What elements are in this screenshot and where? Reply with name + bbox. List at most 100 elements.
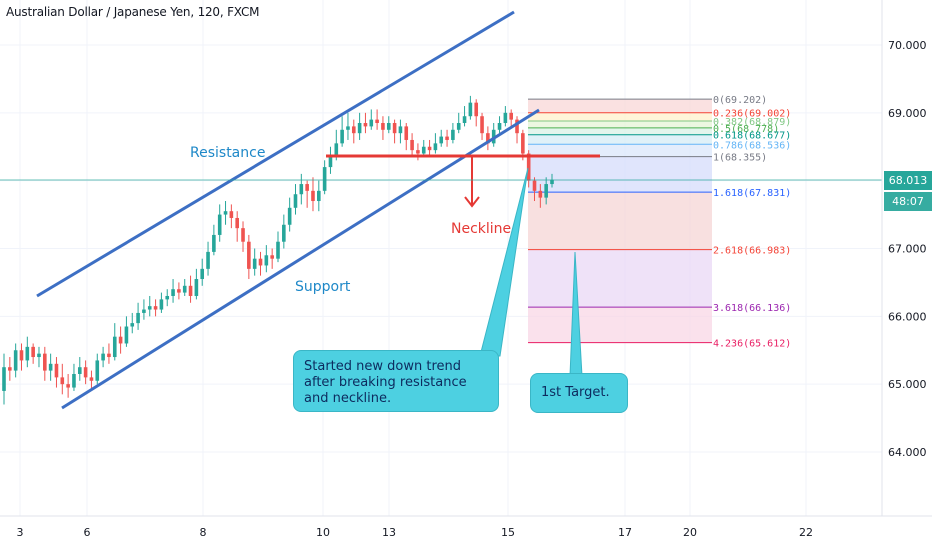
candle-body <box>474 102 479 117</box>
candle-body <box>503 112 508 124</box>
candle-body <box>445 136 449 140</box>
candle-body <box>363 123 368 127</box>
candle-body <box>19 350 24 361</box>
time-tick-label: 22 <box>799 526 813 539</box>
candle-body <box>264 255 269 266</box>
candle-body <box>72 373 76 388</box>
fib-zone <box>528 249 712 308</box>
candle-body <box>206 251 210 269</box>
candle-body <box>486 133 490 144</box>
candle-body <box>532 180 537 191</box>
candle-body <box>351 126 356 134</box>
time-tick-label: 13 <box>382 526 396 539</box>
candle-body <box>317 190 321 202</box>
resistance-channel-line[interactable] <box>36 10 515 298</box>
fib-zone <box>528 99 712 113</box>
fib-zone <box>528 192 712 250</box>
candle-body <box>509 112 513 120</box>
fib-level-label: 0(69.202) <box>713 95 767 106</box>
candle-body <box>544 184 548 198</box>
time-axis[interactable]: 3 6 8 10 13 15 17 20 22 <box>17 526 814 539</box>
candle-body <box>212 234 216 252</box>
candle-body <box>252 258 257 269</box>
fib-zone <box>528 121 712 128</box>
candle-body <box>398 126 403 134</box>
candle-body <box>439 136 444 144</box>
candle-body <box>177 289 181 293</box>
candle-body <box>112 336 117 358</box>
candle-body <box>142 309 146 313</box>
candle-body <box>282 224 286 242</box>
candle-body <box>25 346 30 361</box>
price-tick-label: 67.000 <box>888 243 927 256</box>
candle-body <box>8 367 12 371</box>
candle-body <box>346 126 350 130</box>
price-axis[interactable]: 70.00069.00068.00067.00066.00065.00064.0… <box>888 39 927 459</box>
candle-body <box>77 367 82 374</box>
candle-body <box>101 353 105 361</box>
candle-body <box>217 214 222 235</box>
fib-level-label: 0.618(68.677) <box>713 131 791 142</box>
resistance-label: Resistance <box>190 145 266 161</box>
candle-body <box>200 268 205 280</box>
support-channel-line[interactable] <box>61 108 540 410</box>
candle-body <box>550 179 554 185</box>
fib-level-label: 4.236(65.612) <box>713 339 791 350</box>
fib-level-label: 1.618(67.831) <box>713 188 791 199</box>
candle-body <box>392 123 397 134</box>
candle-body <box>328 156 333 168</box>
price-tick-label: 69.000 <box>888 107 927 120</box>
candle-body <box>83 367 88 378</box>
callout-target[interactable]: 1st Target. <box>530 373 628 413</box>
candle-body <box>247 241 251 269</box>
price-tick-label: 70.000 <box>888 39 927 52</box>
candle-body <box>223 211 228 215</box>
candle-body <box>66 384 70 388</box>
candle-body <box>305 184 309 191</box>
candle-body <box>171 289 175 296</box>
candle-body <box>241 228 245 242</box>
candle-body <box>322 167 327 191</box>
candle-body <box>456 123 461 130</box>
candle-body <box>107 353 111 358</box>
candle-body <box>468 102 473 117</box>
chart-title: Australian Dollar / Japanese Yen, 120, F… <box>6 5 260 19</box>
candle-body <box>159 299 164 310</box>
candle-body <box>188 285 193 296</box>
candle-body <box>182 285 187 293</box>
candle-body <box>136 312 140 324</box>
candle-body <box>369 119 374 127</box>
fib-zone <box>528 112 712 122</box>
candle-body <box>2 367 6 391</box>
candle-body <box>340 129 344 144</box>
time-tick-label: 20 <box>683 526 697 539</box>
support-label: Support <box>295 279 351 295</box>
candle-body <box>427 146 432 151</box>
time-tick-label: 15 <box>501 526 515 539</box>
candle-body <box>451 129 455 140</box>
candle-body <box>130 323 135 327</box>
fib-zone <box>528 307 712 343</box>
price-tick-label: 64.000 <box>888 446 927 459</box>
plot-area <box>0 0 882 516</box>
candlestick-series <box>2 95 554 405</box>
candle-body <box>357 123 362 134</box>
callout-trend[interactable]: Started new down trend after breaking re… <box>293 350 499 412</box>
candle-body <box>526 153 531 181</box>
candle-body <box>497 123 502 130</box>
fib-zone <box>528 156 712 193</box>
fibonacci-extension[interactable]: 0(69.202) 0.236(69.002)0.382(68.879)0.5(6… <box>528 95 791 350</box>
candle-body <box>386 123 391 130</box>
candle-body <box>54 363 59 378</box>
candle-body <box>194 279 199 296</box>
fib-zone <box>528 134 712 145</box>
candle-body <box>299 184 304 195</box>
candle-body <box>515 119 519 134</box>
fib-level-label: 2.618(66.983) <box>713 246 791 257</box>
candle-body <box>48 363 53 371</box>
time-tick-label: 6 <box>84 526 91 539</box>
time-tick-label: 8 <box>200 526 207 539</box>
fib-level-label: 0.5(68.778) <box>713 124 779 135</box>
fib-level-label: 0.236(69.002) <box>713 109 791 120</box>
